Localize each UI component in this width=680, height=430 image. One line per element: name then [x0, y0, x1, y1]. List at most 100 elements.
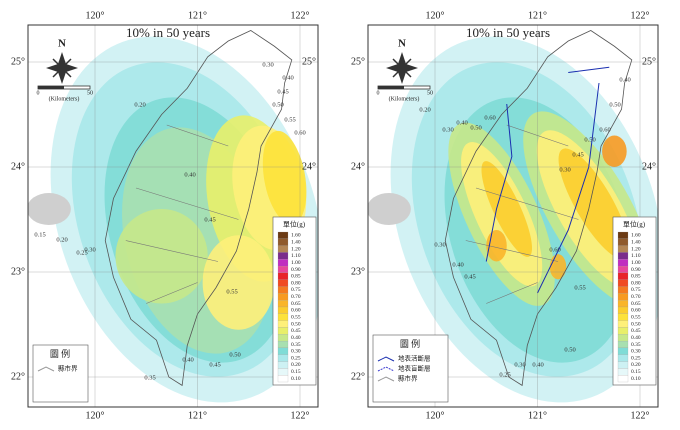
map-frame	[27, 24, 319, 408]
taiwan-outline	[444, 30, 633, 387]
hazard-zone	[602, 135, 627, 167]
scale-entry-label: 1.60	[631, 233, 641, 239]
scale-swatch	[617, 327, 629, 335]
contour-label: 0.25	[499, 371, 510, 378]
scale-swatch	[277, 368, 289, 376]
lat-label-left: 22°	[11, 371, 25, 382]
lon-label-bottom: 122°	[291, 410, 310, 421]
scale-swatch	[617, 265, 629, 274]
active-faults	[485, 66, 610, 294]
scale-entry-label: 0.70	[631, 294, 641, 300]
scale-entry-label: 0.55	[631, 314, 641, 320]
scale-label: 50	[427, 90, 433, 96]
scale-swatch	[277, 327, 289, 335]
legend-swatch	[377, 376, 395, 382]
lat-label-right: 25°	[302, 56, 316, 67]
lon-label-top: 122°	[291, 10, 310, 21]
taiwan-outline	[104, 30, 293, 387]
contour-label: 0.30	[559, 166, 570, 173]
contour-label: 0.55	[226, 288, 237, 295]
scale-entry-label: 0.15	[291, 369, 301, 375]
hazard-zone	[202, 235, 275, 330]
scale-entry-label: 0.90	[291, 267, 301, 273]
scale-swatch	[277, 293, 289, 301]
contour-label: 0.20	[56, 236, 67, 243]
contour-label: 0.15	[34, 231, 45, 238]
compass-diag	[52, 58, 72, 78]
scale-entry-label: 0.40	[631, 335, 641, 341]
scale-entry-label: 1.10	[631, 253, 641, 259]
scale-swatch	[617, 286, 629, 294]
hazard-zone	[481, 161, 533, 257]
scale-entry-label: 0.70	[291, 294, 301, 300]
lon-label-bottom: 120°	[86, 410, 105, 421]
scale-entry-label: 0.35	[291, 342, 301, 348]
contour-label: 0.30	[514, 361, 525, 368]
contour-label: 0.50	[584, 136, 595, 143]
contour-label: 0.60	[549, 246, 560, 253]
scale-swatch	[617, 252, 629, 260]
scale-entry-label: 0.20	[631, 362, 641, 368]
contour-label: 0.30	[84, 246, 95, 253]
legend-title: 圖 例	[400, 338, 420, 349]
lon-label-bottom: 120°	[426, 410, 445, 421]
contour-label: 0.50	[272, 101, 283, 108]
lat-label-left: 25°	[11, 56, 25, 67]
contour-label: 0.50	[470, 124, 481, 131]
scale-swatch	[277, 238, 289, 246]
scale-entry-label: 1.00	[291, 260, 301, 266]
scale-unit: (Kilometers)	[49, 95, 80, 102]
scale-entry-label: 0.60	[631, 308, 641, 314]
contour-label: 0.50	[609, 101, 620, 108]
scale-swatch	[617, 354, 629, 362]
scale-swatch	[617, 306, 629, 314]
legend-box	[32, 344, 89, 403]
scale-swatch	[617, 300, 629, 308]
map-panel: 120° 120° 121° 121° 122° 122° 25° 25° 24° 24° 23° 2…	[351, 10, 659, 421]
scale-entry-label: 0.40	[291, 335, 301, 341]
scale-entry-label: 1.20	[291, 246, 301, 252]
lon-label-top: 122°	[631, 10, 650, 21]
hazard-field	[28, 25, 318, 407]
contour-label: 0.35	[144, 374, 155, 381]
legend-swatch	[377, 356, 395, 362]
scale-entry-label: 0.65	[291, 301, 301, 307]
scale-swatch	[617, 368, 629, 376]
contour-label: 0.40	[182, 356, 193, 363]
scale-swatch	[277, 306, 289, 314]
lat-label-left: 23°	[351, 266, 365, 277]
contour-label: 0.50	[564, 346, 575, 353]
scale-swatch	[617, 231, 629, 239]
scale-swatch	[277, 361, 289, 369]
lat-label-left: 24°	[351, 161, 365, 172]
scale-entry-label: 0.45	[631, 328, 641, 334]
scale-swatch	[277, 334, 289, 342]
scale-label: 50	[87, 90, 93, 96]
scale-swatch	[617, 293, 629, 301]
scale-entry-label: 0.30	[291, 349, 301, 355]
scale-swatch	[277, 259, 289, 267]
scale-entry-label: 0.20	[291, 362, 301, 368]
scale-entry-label: 1.40	[291, 239, 301, 245]
contour-label: 0.45	[204, 216, 215, 223]
scale-entry-label: 0.75	[291, 287, 301, 293]
scale-swatch	[617, 375, 629, 383]
contour-label: 0.40	[184, 171, 195, 178]
contour-label: 0.40	[619, 76, 630, 83]
lat-label-right: 24°	[302, 161, 316, 172]
scale-label: 0	[377, 90, 380, 96]
scale-entry-label: 1.10	[291, 253, 301, 259]
scale-swatch	[277, 340, 289, 349]
scale-swatch	[277, 231, 289, 239]
scale-entry-label: 0.25	[291, 355, 301, 361]
map-panel: 120° 120° 121° 121° 122° 122° 25° 25° 24° 24° 23° 2…	[11, 10, 319, 421]
lon-label-bottom: 122°	[631, 410, 650, 421]
scale-entry-label: 0.55	[291, 314, 301, 320]
contour-label: 0.60	[599, 126, 610, 133]
contour-label: 0.40	[456, 119, 467, 126]
lat-label-left: 22°	[351, 371, 365, 382]
scale-swatch	[277, 300, 289, 308]
scale-entry-label: 0.75	[631, 287, 641, 293]
scale-unit: (Kilometers)	[389, 95, 420, 102]
